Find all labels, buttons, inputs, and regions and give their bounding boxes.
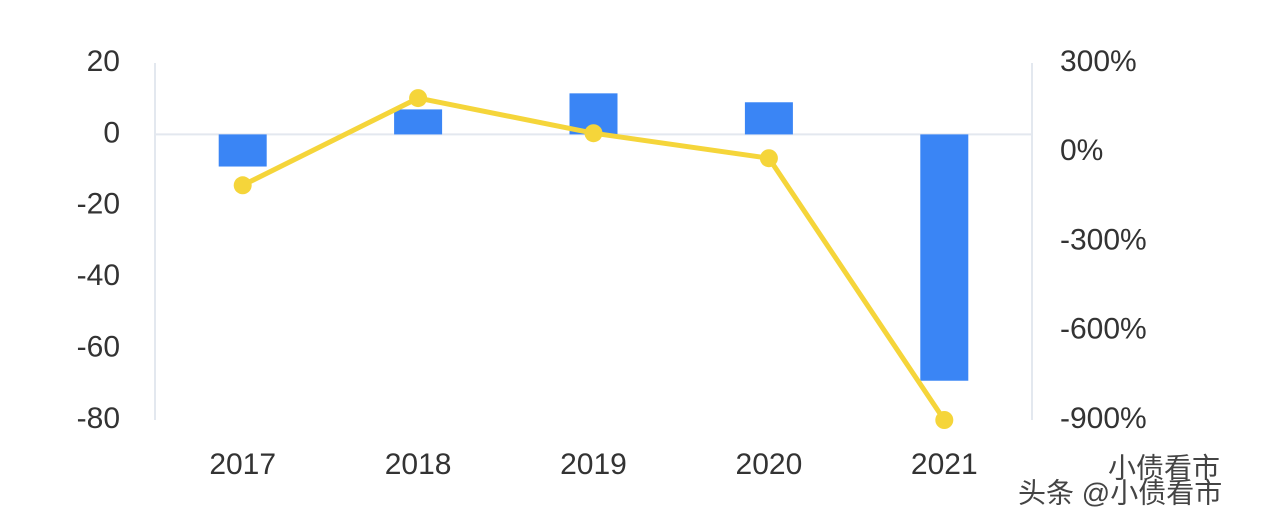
y-tick-label: 0 <box>103 116 120 149</box>
x-tick-label: 2017 <box>209 448 276 481</box>
x-tick-label: 2019 <box>560 448 627 481</box>
x-tick-label: 2018 <box>385 448 452 481</box>
point <box>584 124 603 143</box>
y2-tick-label: -900% <box>1060 402 1147 435</box>
y2-tick-label: 0% <box>1060 134 1103 167</box>
watermark: 小债看市 <box>1108 452 1220 483</box>
y-tick-label: -80 <box>77 402 120 435</box>
watermark: 头条 @小债看市 <box>1018 477 1222 508</box>
point <box>935 411 954 429</box>
point <box>233 176 252 195</box>
y-tick-label: -60 <box>77 331 120 364</box>
y2-tick-label: 300% <box>1060 45 1137 78</box>
y-tick-label: 20 <box>87 45 120 78</box>
point <box>759 149 778 168</box>
y-tick-label: -40 <box>77 259 120 292</box>
point <box>409 89 428 108</box>
bar <box>744 102 793 135</box>
bar <box>394 109 443 135</box>
y2-tick-label: -600% <box>1060 313 1147 346</box>
y2-tick-label: -300% <box>1060 223 1147 256</box>
bar <box>218 134 267 167</box>
x-tick-label: 2020 <box>736 448 803 481</box>
x-tick-label: 2021 <box>911 448 978 481</box>
y-tick-label: -20 <box>77 188 120 221</box>
line <box>241 95 947 422</box>
bar <box>920 134 969 381</box>
